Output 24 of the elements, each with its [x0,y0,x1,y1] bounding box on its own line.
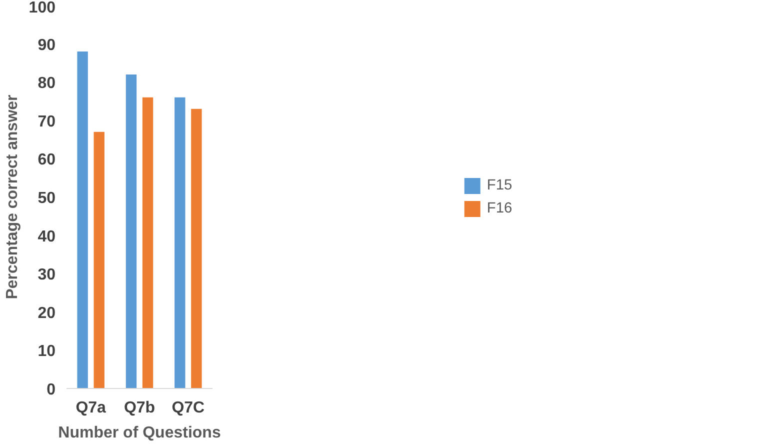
bar [77,51,88,388]
x-tick-label: Q7a [76,400,106,416]
y-tick-label: 100 [28,0,56,16]
y-axis-title: Percentage correct answer [4,94,21,300]
bar [142,97,154,388]
bar [94,132,104,388]
legend-label: F16 [486,200,512,216]
y-tick-label: 90 [38,36,56,54]
x-tick-label: Q7C [172,400,206,416]
y-tick-label: 50 [38,190,56,207]
y-tick-label: 20 [38,304,56,322]
y-tick-label: 0 [46,382,56,398]
x-tick-label: Q7b [124,400,156,416]
y-tick-label: 40 [38,228,56,246]
y-tick-label: 60 [38,152,56,169]
x-axis-title: Number of Questions [58,424,221,442]
y-tick-label: 80 [38,75,56,92]
bar [191,108,202,388]
bar [174,97,186,388]
y-tick-label: 10 [38,343,56,360]
y-tick-label: 30 [38,266,56,284]
bar [126,74,137,388]
y-tick-label: 70 [38,113,56,130]
legend-label: F15 [486,177,512,193]
